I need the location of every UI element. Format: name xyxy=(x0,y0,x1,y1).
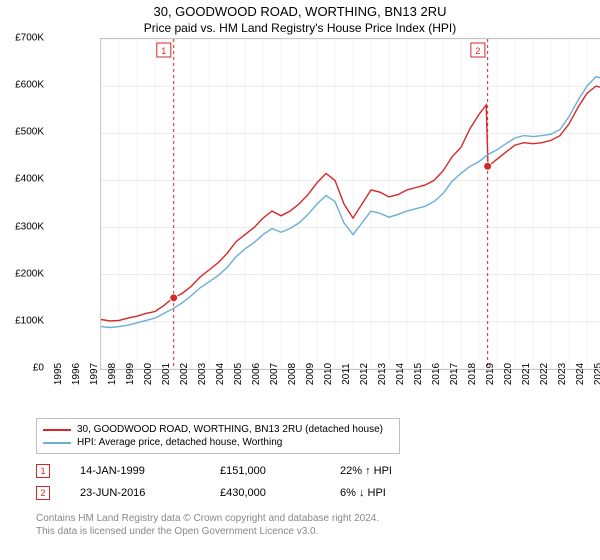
attribution-line1: Contains HM Land Registry data © Crown c… xyxy=(36,512,379,525)
x-label: 2003 xyxy=(197,363,208,385)
legend-label: HPI: Average price, detached house, Wort… xyxy=(77,437,282,448)
svg-text:2: 2 xyxy=(475,46,480,56)
y-label: £700K xyxy=(15,33,44,44)
marker-index-box: 2 xyxy=(36,486,50,500)
x-label: 2023 xyxy=(557,363,568,385)
x-label: 2006 xyxy=(251,363,262,385)
x-label: 2010 xyxy=(323,363,334,385)
chart-container: 30, GOODWOOD ROAD, WORTHING, BN13 2RU Pr… xyxy=(0,0,600,560)
x-label: 2017 xyxy=(449,363,460,385)
y-axis-labels: £0£100K£200K£300K£400K£500K£600K£700K xyxy=(0,38,48,368)
legend-row: 30, GOODWOOD ROAD, WORTHING, BN13 2RU (d… xyxy=(43,423,393,436)
x-label: 1995 xyxy=(53,363,64,385)
x-label: 2020 xyxy=(503,363,514,385)
x-label: 1997 xyxy=(89,363,100,385)
legend: 30, GOODWOOD ROAD, WORTHING, BN13 2RU (d… xyxy=(36,418,400,454)
plot-area: 12 xyxy=(100,38,600,370)
x-label: 2009 xyxy=(305,363,316,385)
attribution: Contains HM Land Registry data © Crown c… xyxy=(36,512,379,538)
attribution-line2: This data is licensed under the Open Gov… xyxy=(36,525,379,538)
y-label: £600K xyxy=(15,80,44,91)
x-label: 2018 xyxy=(467,363,478,385)
x-label: 2015 xyxy=(413,363,424,385)
x-label: 2007 xyxy=(269,363,280,385)
x-label: 2021 xyxy=(521,363,532,385)
x-label: 1999 xyxy=(125,363,136,385)
x-label: 2012 xyxy=(359,363,370,385)
x-label: 2005 xyxy=(233,363,244,385)
y-label: £100K xyxy=(15,315,44,326)
x-label: 2025 xyxy=(593,363,600,385)
y-label: £0 xyxy=(33,363,44,374)
marker-index-box: 1 xyxy=(36,464,50,478)
marker-price: £151,000 xyxy=(220,465,310,477)
marker-table: 1 14-JAN-1999 £151,000 22% ↑ HPI 2 23-JUN-201… xyxy=(36,460,430,504)
marker-row: 2 23-JUN-2016 £430,000 6% ↓ HPI xyxy=(36,482,430,504)
legend-label: 30, GOODWOOD ROAD, WORTHING, BN13 2RU (d… xyxy=(77,424,383,435)
y-label: £500K xyxy=(15,127,44,138)
legend-row: HPI: Average price, detached house, Wort… xyxy=(43,436,393,449)
marker-delta: 22% ↑ HPI xyxy=(340,465,430,477)
marker-date: 23-JUN-2016 xyxy=(80,487,190,499)
x-label: 1996 xyxy=(71,363,82,385)
legend-swatch xyxy=(43,429,71,431)
x-label: 2022 xyxy=(539,363,550,385)
legend-swatch xyxy=(43,442,71,444)
chart-title: 30, GOODWOOD ROAD, WORTHING, BN13 2RU xyxy=(0,0,600,21)
x-label: 2011 xyxy=(341,363,352,385)
x-label: 2004 xyxy=(215,363,226,385)
x-label: 2024 xyxy=(575,363,586,385)
marker-price: £430,000 xyxy=(220,487,310,499)
y-label: £400K xyxy=(15,174,44,185)
y-label: £200K xyxy=(15,268,44,279)
x-label: 2014 xyxy=(395,363,406,385)
x-label: 2013 xyxy=(377,363,388,385)
svg-text:1: 1 xyxy=(161,46,166,56)
marker-row: 1 14-JAN-1999 £151,000 22% ↑ HPI xyxy=(36,460,430,482)
x-label: 2016 xyxy=(431,363,442,385)
x-label: 2008 xyxy=(287,363,298,385)
chart-subtitle: Price paid vs. HM Land Registry's House … xyxy=(0,21,600,39)
x-label: 2019 xyxy=(485,363,496,385)
x-label: 2000 xyxy=(143,363,154,385)
marker-date: 14-JAN-1999 xyxy=(80,465,190,477)
x-label: 1998 xyxy=(107,363,118,385)
y-label: £300K xyxy=(15,221,44,232)
marker-delta: 6% ↓ HPI xyxy=(340,487,430,499)
plot-svg: 12 xyxy=(101,39,600,369)
x-label: 2002 xyxy=(179,363,190,385)
x-axis-labels: 1995199619971998199920002001200220032004… xyxy=(50,370,590,420)
x-label: 2001 xyxy=(161,363,172,385)
